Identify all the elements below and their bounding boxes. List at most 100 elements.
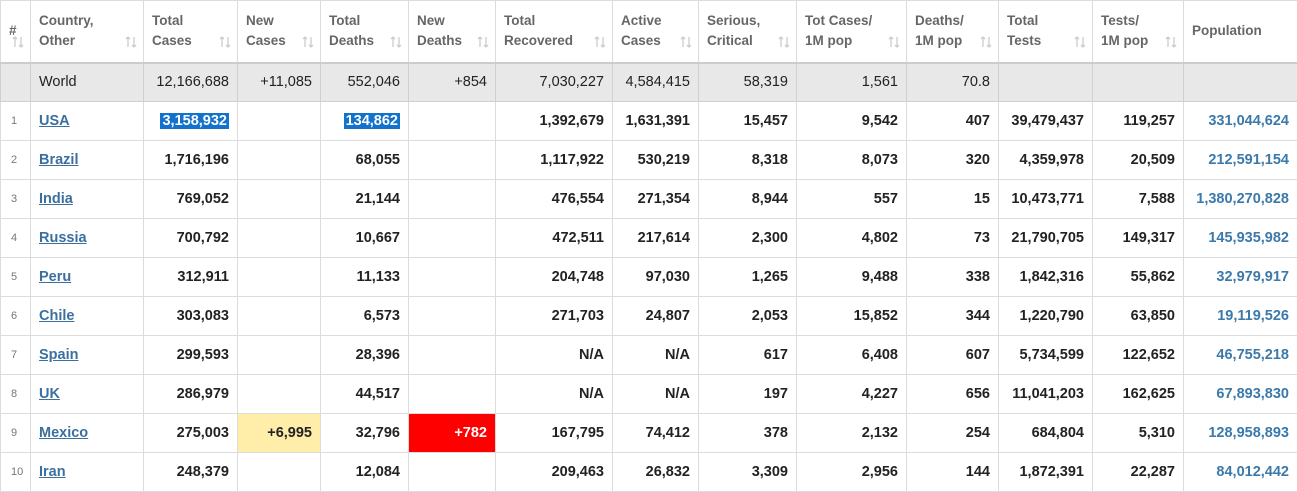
- cell: 70.8: [906, 62, 999, 102]
- cell: 2,132: [796, 413, 907, 453]
- country-link[interactable]: Iran: [39, 464, 66, 480]
- country-link[interactable]: Brazil: [39, 152, 79, 168]
- header-text: Tot Cases/: [805, 13, 873, 29]
- country-cell: USA: [30, 101, 144, 141]
- country-cell: Brazil: [30, 140, 144, 180]
- cell: 217,614: [612, 218, 699, 258]
- rank-cell: 2: [0, 140, 31, 180]
- cell: 557: [796, 179, 907, 219]
- column-header[interactable]: New Cases: [237, 0, 321, 64]
- header-text: Population: [1192, 23, 1262, 39]
- cell: [408, 218, 496, 258]
- world-row: World 12,166,688 +11,085 552,046 +854 7,030,2…: [0, 62, 1297, 102]
- cell: N/A: [612, 335, 699, 375]
- column-header[interactable]: Country, Other: [30, 0, 144, 64]
- country-row: 10 Iran 248,379 12,084 209,463 26,832 3,309 2,9…: [0, 452, 1297, 492]
- column-header[interactable]: Total Tests: [998, 0, 1093, 64]
- cell: 6,573: [320, 296, 409, 336]
- cell: 378: [698, 413, 797, 453]
- country-link[interactable]: USA: [39, 113, 70, 129]
- cell: 1,716,196: [143, 140, 238, 180]
- cell: 32,796: [320, 413, 409, 453]
- cell: 63,850: [1092, 296, 1184, 336]
- country-row: 1 USA 3,158,932 134,862 1,392,679 1,631,391 15…: [0, 101, 1297, 141]
- cell: 700,792: [143, 218, 238, 258]
- cell: 1,220,790: [998, 296, 1093, 336]
- cell: 67,893,830: [1183, 374, 1297, 414]
- header-text: Total: [1007, 13, 1039, 29]
- column-header[interactable]: Total Deaths: [320, 0, 409, 64]
- cell: 68,055: [320, 140, 409, 180]
- cell: [237, 452, 321, 492]
- cell: 119,257: [1092, 101, 1184, 141]
- cell: 286,979: [143, 374, 238, 414]
- cell: 55,862: [1092, 257, 1184, 297]
- cell: 24,807: [612, 296, 699, 336]
- rank-cell: 9: [0, 413, 31, 453]
- column-header[interactable]: Total Recovered: [495, 0, 613, 64]
- cell: 15: [906, 179, 999, 219]
- column-header[interactable]: #: [0, 0, 31, 64]
- cell: 1,392,679: [495, 101, 613, 141]
- cell: 9,488: [796, 257, 907, 297]
- country-link[interactable]: Chile: [39, 308, 75, 324]
- cell: 6,408: [796, 335, 907, 375]
- cell: 656: [906, 374, 999, 414]
- cell: 338: [906, 257, 999, 297]
- cell: 5,734,599: [998, 335, 1093, 375]
- cell: [408, 452, 496, 492]
- cell: 3,309: [698, 452, 797, 492]
- cell: 1,872,391: [998, 452, 1093, 492]
- cell: 209,463: [495, 452, 613, 492]
- column-header[interactable]: Total Cases: [143, 0, 238, 64]
- cell: 271,354: [612, 179, 699, 219]
- cell: 5,310: [1092, 413, 1184, 453]
- column-header[interactable]: Tot Cases/1M pop: [796, 0, 907, 64]
- sort-icon: [680, 35, 692, 48]
- cell: [1092, 62, 1184, 102]
- country-link[interactable]: Spain: [39, 347, 79, 363]
- country-link[interactable]: India: [39, 191, 73, 207]
- header-text: Other: [39, 33, 76, 49]
- cell: 58,319: [698, 62, 797, 102]
- cell: +782: [408, 413, 496, 453]
- column-header[interactable]: Tests/1M pop: [1092, 0, 1184, 64]
- cell: 684,804: [998, 413, 1093, 453]
- cell: 10,667: [320, 218, 409, 258]
- cell: 10,473,771: [998, 179, 1093, 219]
- country-link[interactable]: Peru: [39, 269, 72, 285]
- column-header[interactable]: Population: [1183, 0, 1297, 64]
- sort-icon: [1074, 35, 1086, 48]
- country-row: 3 India 769,052 21,144 476,554 271,354 8,944 55…: [0, 179, 1297, 219]
- country-link[interactable]: Russia: [39, 230, 87, 246]
- cell: 344: [906, 296, 999, 336]
- sort-icon: [390, 35, 402, 48]
- cell: 617: [698, 335, 797, 375]
- cell: 476,554: [495, 179, 613, 219]
- cell: [408, 374, 496, 414]
- cell: 74,412: [612, 413, 699, 453]
- cell: [237, 179, 321, 219]
- header-text: Country,: [39, 13, 94, 29]
- country-link[interactable]: Mexico: [39, 425, 89, 441]
- cell: 97,030: [612, 257, 699, 297]
- column-header[interactable]: Deaths/1M pop: [906, 0, 999, 64]
- cell: 8,073: [796, 140, 907, 180]
- header-text: New: [246, 13, 274, 29]
- column-header[interactable]: Serious, Critical: [698, 0, 797, 64]
- column-header[interactable]: Active Cases: [612, 0, 699, 64]
- rank-cell: 1: [0, 101, 31, 141]
- sort-icon: [1165, 35, 1177, 48]
- header-text: #: [9, 23, 17, 39]
- cell: 2,300: [698, 218, 797, 258]
- cell: 1,265: [698, 257, 797, 297]
- cell: 8,944: [698, 179, 797, 219]
- cell: 1,842,316: [998, 257, 1093, 297]
- column-header[interactable]: New Deaths: [408, 0, 496, 64]
- country-cell: Chile: [30, 296, 144, 336]
- cell: 15,457: [698, 101, 797, 141]
- rank-cell: 7: [0, 335, 31, 375]
- country-link[interactable]: UK: [39, 386, 60, 402]
- cell: 144: [906, 452, 999, 492]
